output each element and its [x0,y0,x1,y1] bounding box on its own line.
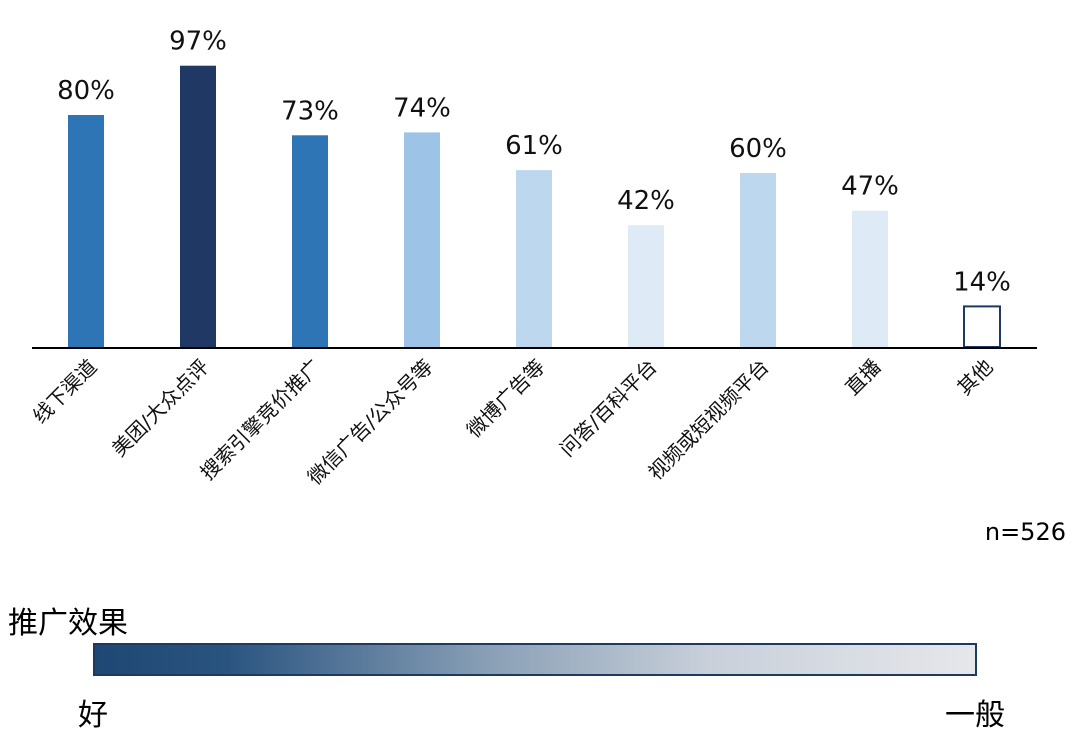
bar-1 [68,115,104,347]
bar-6 [628,225,664,347]
category-label-5: 微博广告等 [462,355,550,443]
category-label-6: 问答/百科平台 [555,355,662,462]
category-label-7: 视频或短视频平台 [643,355,773,485]
bar-7 [740,173,776,347]
bar-5 [516,170,552,347]
bar-9 [963,305,1001,348]
value-label-2: 97% [169,27,227,57]
legend-title: 推广效果 [8,606,128,641]
category-label-2: 美团/大众点评 [107,355,214,462]
value-label-5: 61% [505,131,563,161]
value-labels-group: 80% 97% 73% 74% 61% 42% 60% 47% 14% [57,27,1011,298]
value-label-1: 80% [57,76,115,106]
legend-left-label: 好 [78,698,108,733]
bars-group [68,65,1001,348]
category-label-9: 其他 [952,355,997,400]
bar-8 [852,210,888,347]
value-label-6: 42% [617,186,675,216]
category-label-3: 搜索引擎竞价推广 [195,355,325,485]
value-label-4: 74% [393,93,451,123]
category-label-8: 直播 [840,355,885,400]
bar-chart: 80% 97% 73% 74% 61% 42% 60% 47% 14% 线下渠道 美团/大众点评搜… [28,27,1037,490]
value-label-9: 14% [953,267,1011,297]
legend-gradient-bar [93,643,977,676]
value-label-8: 47% [841,172,899,202]
value-label-3: 73% [281,96,339,126]
category-label-1: 线下渠道 [28,355,102,429]
legend-right-label: 一般 [945,698,1005,733]
bar-4 [404,132,440,347]
category-label-4: 微信广告/公众号等 [303,355,438,490]
value-label-7: 60% [729,134,787,164]
bar-3 [292,135,328,347]
sample-size-label: n=526 [984,518,1066,546]
bar-2 [180,65,216,347]
